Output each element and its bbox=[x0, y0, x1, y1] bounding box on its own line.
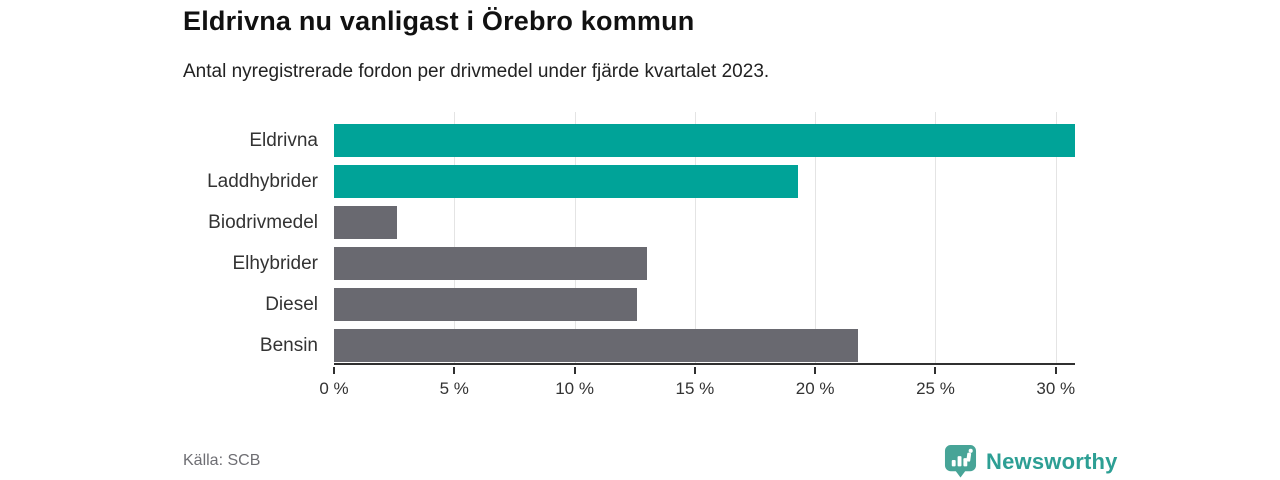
category-labels: Eldrivna Laddhybrider Biodrivmedel Elhybrid… bbox=[183, 112, 318, 365]
axis-tick-mark bbox=[814, 367, 817, 374]
category-label: Bensin bbox=[259, 335, 318, 356]
bar-laddhybrider bbox=[334, 165, 799, 198]
gridline bbox=[1055, 112, 1057, 363]
plot-area bbox=[334, 112, 1075, 365]
category-label: Laddhybrider bbox=[207, 171, 318, 192]
axis-tick-label: 0 % bbox=[319, 379, 349, 398]
gridline bbox=[935, 112, 937, 363]
axis-tick-mark bbox=[934, 367, 937, 374]
gridline bbox=[694, 112, 696, 363]
bar-elhybrider bbox=[334, 247, 647, 280]
axis-tick-label: 20 % bbox=[795, 379, 835, 398]
axis-tick-mark bbox=[333, 367, 335, 374]
newsworthy-logo-icon bbox=[944, 445, 977, 478]
newsworthy-logo: Newsworthy bbox=[944, 444, 1118, 479]
bar-biodrivmedel bbox=[334, 206, 397, 239]
axis-tick-mark bbox=[573, 367, 576, 374]
source-note: Källa: SCB bbox=[183, 452, 261, 469]
axis-tick-label: 25 % bbox=[916, 379, 955, 398]
axis-tick-mark bbox=[1054, 367, 1057, 374]
x-axis: 0 % 5 % 10 % 15 % 20 % 25 % 30 % bbox=[319, 367, 1076, 412]
bar-eldrivna bbox=[334, 124, 1075, 157]
chart-title: Eldrivna nu vanligast i Örebro kommun bbox=[183, 6, 695, 36]
axis-tick-mark bbox=[453, 367, 456, 374]
gridline bbox=[815, 112, 817, 363]
category-label: Diesel bbox=[265, 294, 318, 315]
category-label: Elhybrider bbox=[232, 253, 318, 274]
axis-tick-label: 5 % bbox=[439, 379, 469, 398]
category-label: Biodrivmedel bbox=[208, 212, 318, 233]
bar-bensin bbox=[334, 329, 859, 362]
chart-subtitle: Antal nyregistrerade fordon per drivmede… bbox=[183, 61, 770, 82]
category-label: Eldrivna bbox=[249, 130, 318, 151]
newsworthy-logo-text: Newsworthy bbox=[986, 448, 1118, 474]
bar-chart: Eldrivna Laddhybrider Biodrivmedel Elhybrid… bbox=[183, 112, 1075, 412]
axis-tick-label: 15 % bbox=[675, 379, 715, 398]
axis-tick-mark bbox=[693, 367, 696, 374]
axis-tick-label: 10 % bbox=[555, 379, 594, 398]
bar-diesel bbox=[334, 288, 638, 321]
gridline bbox=[574, 112, 576, 363]
gridline bbox=[454, 112, 456, 363]
axis-tick-label: 30 % bbox=[1036, 379, 1076, 398]
